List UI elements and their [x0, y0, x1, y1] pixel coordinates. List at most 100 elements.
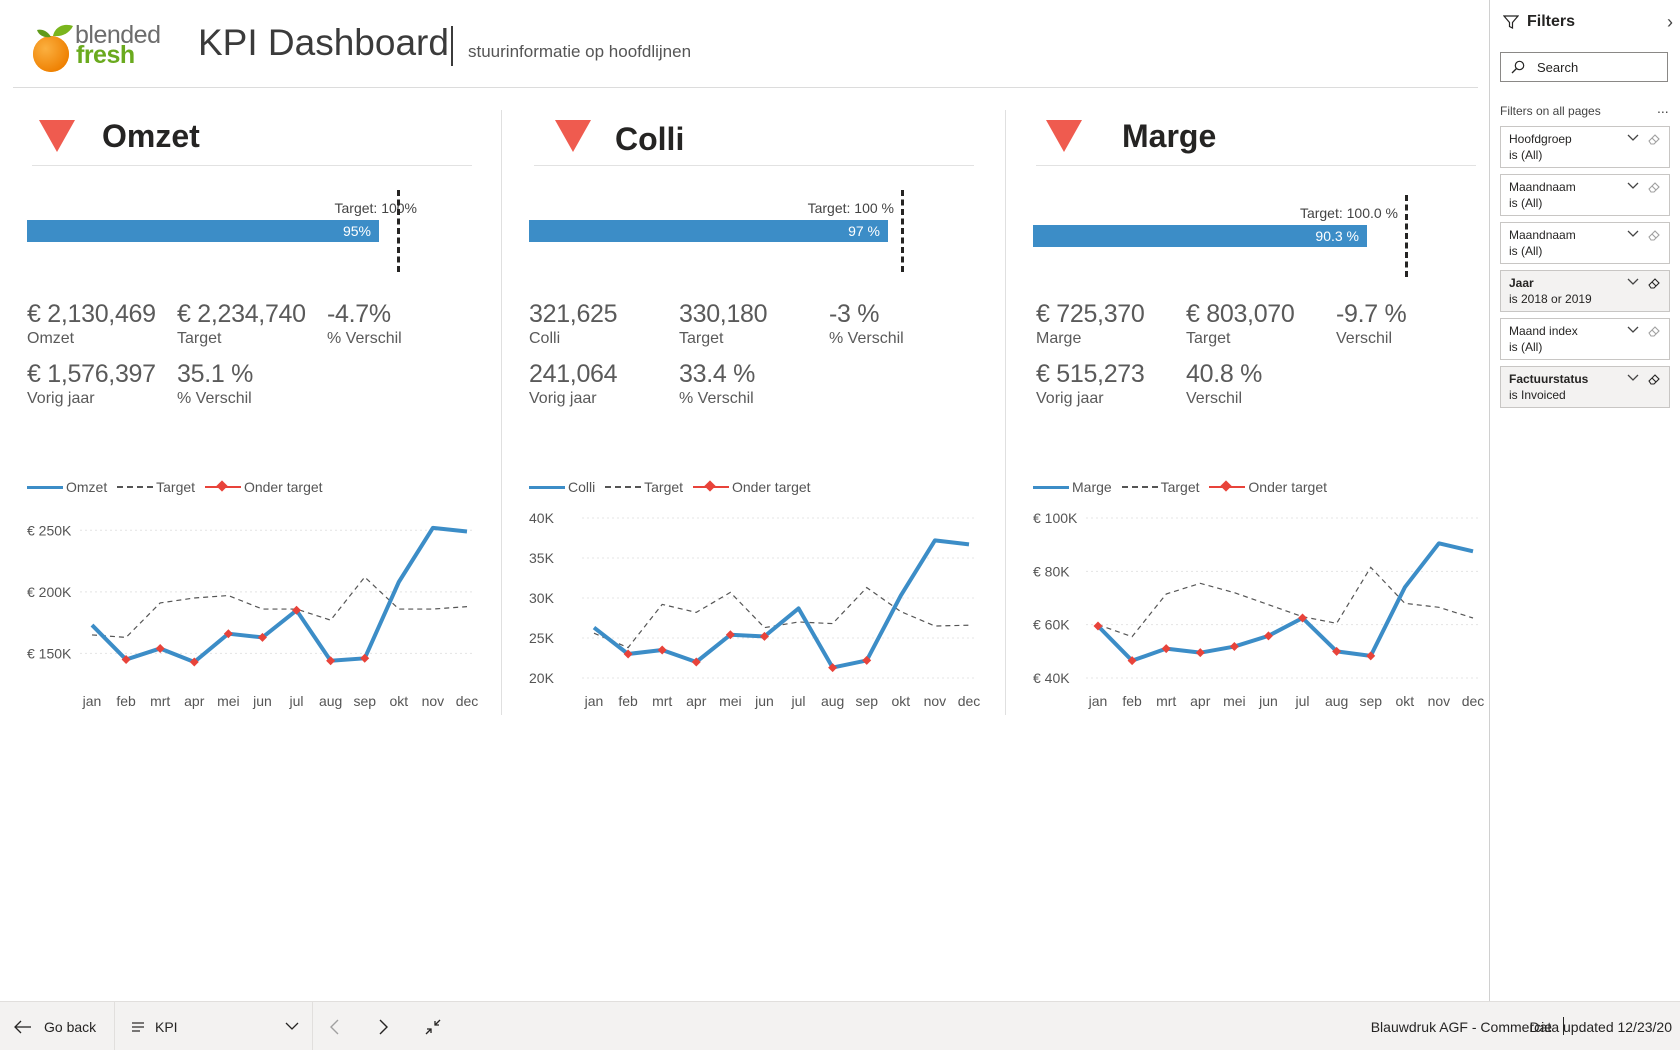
below-target-marker — [292, 605, 302, 615]
chevron-down-icon[interactable] — [1627, 181, 1639, 191]
chevron-down-icon[interactable] — [1627, 373, 1639, 383]
chevron-down-icon[interactable] — [1627, 133, 1639, 143]
kpi-target[interactable]: 330,180 Target — [679, 300, 829, 348]
kpi-vorig-jaar[interactable]: 241,064 Vorig jaar — [529, 360, 679, 408]
chevron-down-icon[interactable] — [1627, 277, 1639, 287]
kpi-marge[interactable]: € 725,370 Marge — [1036, 300, 1186, 348]
progress-bar[interactable]: 97 % — [529, 220, 888, 242]
legend-label: Omzet — [66, 479, 108, 495]
clear-filter-eraser-icon[interactable] — [1647, 132, 1661, 146]
more-options-button[interactable]: ... — [1657, 100, 1669, 116]
kpi-label: Vorig jaar — [529, 390, 597, 407]
legend-item-actual[interactable]: Colli — [529, 479, 595, 495]
kpi-verschil[interactable]: -3 % % Verschil — [829, 300, 979, 348]
legend-label: Target — [1160, 479, 1200, 495]
trend-down-indicator-icon — [555, 120, 591, 152]
kpi-label: % Verschil — [327, 330, 402, 347]
kpi-value: -3 % — [829, 300, 880, 328]
kpi-verschil[interactable]: -9.7 % Verschil — [1336, 300, 1486, 348]
legend-item-actual[interactable]: Marge — [1033, 479, 1112, 495]
legend-item-below-target[interactable]: Onder target — [204, 479, 323, 495]
kpi-verschil-vorig-jaar[interactable]: 33.4 % % Verschil — [679, 360, 829, 408]
kpi-value: -4.7% — [327, 300, 391, 328]
previous-page-button[interactable] — [330, 1002, 340, 1050]
x-tick-label: aug — [1325, 693, 1348, 709]
kpi-vorig-jaar[interactable]: € 1,576,397 Vorig jaar — [27, 360, 177, 408]
kpi-target[interactable]: € 803,070 Target — [1186, 300, 1336, 348]
line-chart-marge[interactable]: € 40K € 60K € 80K € 100K jan feb mrt apr mei jun j… — [1033, 508, 1484, 733]
kpi-colli[interactable]: 321,625 Colli — [529, 300, 679, 348]
page-selector-dropdown[interactable]: KPI — [131, 1002, 299, 1050]
chevron-down-icon — [285, 1022, 299, 1030]
progress-bar[interactable]: 90.3 % — [1033, 225, 1367, 247]
collapse-arrows-icon — [425, 1019, 441, 1034]
legend-solid-line-icon — [27, 481, 63, 493]
report-header: blended fresh KPI Dashboard stuurinforma… — [13, 0, 1478, 88]
below-target-marker — [759, 631, 769, 641]
filter-card-maandnaam[interactable]: Maandnaam is (All) — [1500, 174, 1670, 216]
filter-card-maandnaam-2[interactable]: Maandnaam is (All) — [1500, 222, 1670, 264]
kpi-verschil-vorig-jaar[interactable]: 35.1 % % Verschil — [177, 360, 327, 408]
panel-title: Omzet — [102, 118, 200, 154]
arrow-left-icon — [14, 1020, 31, 1033]
filter-card-factuurstatus[interactable]: Factuurstatus is Invoiced — [1500, 366, 1670, 408]
filter-card-jaar[interactable]: Jaar is 2018 or 2019 — [1500, 270, 1670, 312]
y-tick-label: € 80K — [1033, 563, 1070, 579]
kpi-label: Target — [177, 330, 222, 347]
clear-filter-eraser-icon[interactable] — [1647, 180, 1661, 194]
kpi-value: € 515,273 — [1036, 360, 1145, 388]
filter-search-input[interactable] — [1537, 57, 1657, 77]
below-target-marker — [1366, 651, 1376, 661]
go-back-button[interactable]: Go back — [14, 1002, 96, 1050]
legend-item-below-target[interactable]: Onder target — [1209, 479, 1327, 495]
filter-card-hoofdgroep[interactable]: Hoofdgroep is (All) — [1500, 126, 1670, 168]
kpi-target[interactable]: € 2,234,740 Target — [177, 300, 327, 348]
progress-bar[interactable]: 95% — [27, 220, 379, 242]
kpi-label: Verschil — [1336, 330, 1393, 347]
x-tick-label: jul — [289, 693, 304, 709]
series-line-actual — [90, 525, 468, 664]
legend-item-actual[interactable]: Omzet — [27, 479, 107, 495]
next-page-button[interactable] — [378, 1002, 388, 1050]
filter-name: Jaar — [1509, 276, 1534, 290]
filter-value: is 2018 or 2019 — [1509, 292, 1592, 306]
kpi-label: Vorig jaar — [1036, 390, 1104, 407]
filter-search-box[interactable] — [1500, 52, 1668, 82]
target-label: Target: 100% — [334, 200, 418, 216]
below-target-marker — [189, 657, 199, 667]
kpi-label: Marge — [1036, 330, 1082, 347]
kpi-panel-marge: Marge Target: 100.0 % 90.3 % € 725,370 Ma… — [1033, 108, 1503, 738]
clear-filter-eraser-icon[interactable] — [1647, 324, 1661, 338]
x-tick-label: jan — [584, 693, 604, 709]
filter-card-maand-index[interactable]: Maand index is (All) — [1500, 318, 1670, 360]
line-chart-omzet[interactable]: € 150K € 200K € 250K jan feb mrt apr mei jun jul a… — [27, 508, 478, 733]
chevron-down-icon[interactable] — [1627, 325, 1639, 335]
clear-filter-eraser-icon[interactable] — [1647, 228, 1661, 242]
chevron-down-icon[interactable] — [1627, 229, 1639, 239]
kpi-label: % Verschil — [679, 390, 754, 407]
kpi-omzet[interactable]: € 2,130,469 Omzet — [27, 300, 177, 348]
legend-red-marker-icon — [204, 481, 241, 493]
go-back-label: Go back — [44, 1018, 97, 1035]
kpi-value: 241,064 — [529, 360, 618, 388]
below-target-marker — [1093, 621, 1103, 631]
line-chart-colli[interactable]: 20K 25K 30K 35K 40K jan feb mrt apr mei jun jul aug s… — [529, 508, 980, 733]
x-tick-label: nov — [924, 693, 947, 709]
blended-fresh-logo: blended fresh — [29, 18, 169, 74]
kpi-verschil[interactable]: -4.7% % Verschil — [327, 300, 477, 348]
target-marker-line — [901, 190, 904, 272]
kpi-verschil-vorig-jaar[interactable]: 40.8 % Verschil — [1186, 360, 1336, 408]
legend-item-below-target[interactable]: Onder target — [692, 479, 811, 495]
legend-item-target[interactable]: Target — [1121, 479, 1200, 495]
clear-filter-eraser-icon[interactable] — [1647, 372, 1661, 386]
exit-full-screen-button[interactable] — [424, 1002, 442, 1050]
legend-label: Marge — [1072, 479, 1112, 495]
collapse-filters-chevron-right-icon[interactable]: › — [1667, 12, 1673, 32]
clear-filter-eraser-icon[interactable] — [1647, 276, 1661, 290]
filters-title: Filters — [1527, 13, 1576, 30]
x-tick-label: jan — [82, 693, 102, 709]
legend-item-target[interactable]: Target — [605, 479, 683, 495]
below-target-marker — [121, 655, 131, 665]
kpi-vorig-jaar[interactable]: € 515,273 Vorig jaar — [1036, 360, 1186, 408]
legend-item-target[interactable]: Target — [117, 479, 195, 495]
